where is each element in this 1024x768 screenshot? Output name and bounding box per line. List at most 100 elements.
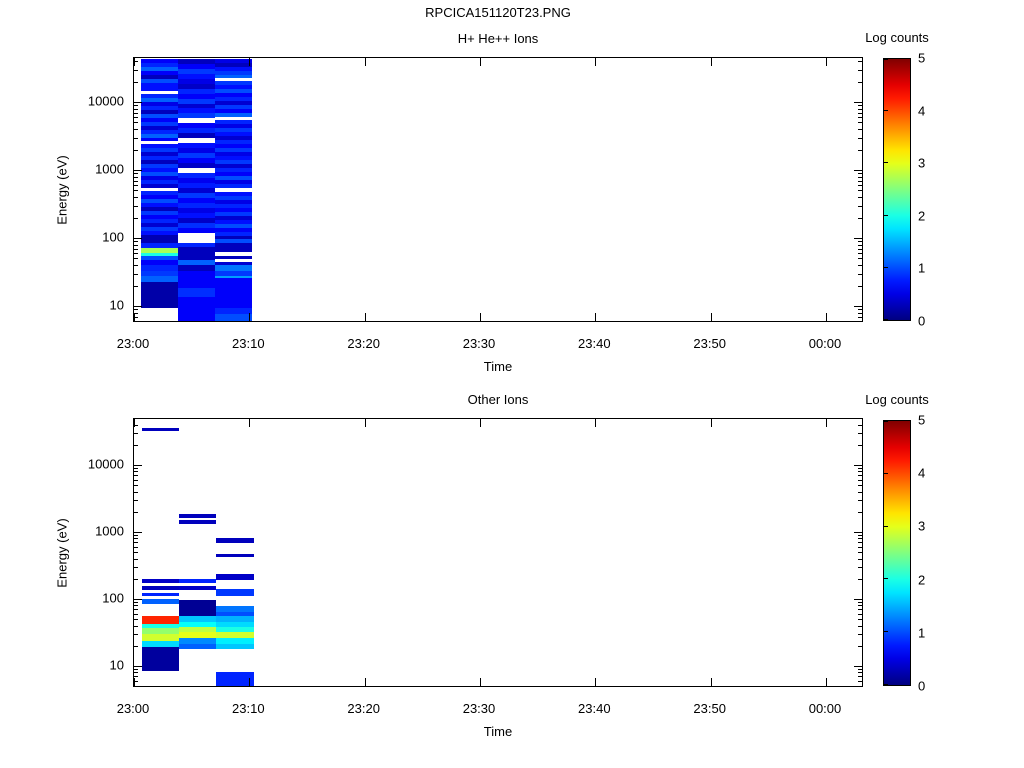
axis-tick bbox=[858, 558, 862, 560]
axis-tick bbox=[134, 185, 138, 187]
axis-tick bbox=[858, 253, 862, 255]
axis-tick bbox=[858, 625, 862, 627]
axis-tick bbox=[858, 176, 862, 178]
spectrogram-stripe bbox=[141, 152, 178, 156]
spectrogram-stripe bbox=[142, 647, 179, 671]
axis-tick bbox=[858, 81, 862, 83]
spectrogram-stripe bbox=[215, 101, 252, 105]
spectrogram-stripe bbox=[142, 593, 179, 596]
spectrogram-stripe bbox=[178, 247, 215, 260]
axis-tick bbox=[364, 58, 366, 66]
axis-tick bbox=[858, 602, 862, 604]
axis-tick bbox=[134, 666, 142, 667]
spectrogram-stripe bbox=[141, 235, 178, 243]
axis-tick bbox=[134, 609, 138, 611]
spectrogram-stripe bbox=[178, 265, 215, 271]
spectrogram-stripe bbox=[216, 574, 254, 580]
x-tick-label: 23:10 bbox=[232, 701, 265, 716]
spectrogram-stripe bbox=[178, 133, 215, 138]
axis-tick bbox=[858, 669, 862, 671]
spectrogram-stripe bbox=[215, 124, 252, 128]
axis-tick bbox=[134, 117, 138, 119]
spectrogram-stripe bbox=[141, 138, 178, 141]
axis-tick bbox=[710, 313, 712, 321]
axis-tick bbox=[858, 491, 862, 493]
spectrogram-stripe bbox=[215, 200, 252, 204]
axis-tick bbox=[858, 112, 862, 114]
spectrogram-stripe bbox=[178, 173, 215, 178]
spectrogram-stripe bbox=[141, 94, 178, 98]
axis-tick bbox=[134, 129, 138, 131]
spectrogram-stripe bbox=[215, 256, 252, 259]
axis-tick bbox=[134, 511, 138, 513]
spectrogram-stripe bbox=[215, 220, 252, 224]
spectrogram-stripe bbox=[178, 271, 215, 288]
axis-tick bbox=[134, 676, 138, 678]
axis-tick bbox=[134, 613, 138, 615]
axis-tick bbox=[134, 180, 138, 182]
axis-tick bbox=[858, 173, 862, 175]
axis-tick bbox=[134, 258, 138, 260]
spectrogram-stripe bbox=[141, 98, 178, 102]
spectrogram-stripe bbox=[215, 97, 252, 101]
spectrogram-stripe bbox=[141, 256, 178, 260]
axis-tick bbox=[858, 61, 862, 63]
axis-tick bbox=[134, 149, 138, 151]
spectrogram-stripe bbox=[216, 672, 254, 686]
axis-tick bbox=[134, 538, 138, 540]
y-tick-label: 1000 bbox=[95, 523, 124, 539]
axis-tick bbox=[134, 542, 138, 544]
axis-tick bbox=[249, 419, 251, 427]
spectrogram-stripe bbox=[178, 260, 215, 265]
spectrogram-stripe bbox=[215, 120, 252, 124]
axis-tick bbox=[854, 170, 862, 171]
axis-tick bbox=[134, 634, 138, 636]
axis-tick bbox=[595, 678, 597, 686]
spectrogram-stripe bbox=[141, 134, 178, 138]
spectrogram-stripe bbox=[141, 118, 178, 122]
axis-tick bbox=[858, 605, 862, 607]
spectrogram-stripe bbox=[215, 216, 252, 220]
spectrogram-stripe bbox=[141, 102, 178, 106]
axis-tick bbox=[858, 479, 862, 481]
axis-tick bbox=[134, 485, 138, 487]
axis-tick bbox=[134, 479, 138, 481]
axis-tick bbox=[858, 475, 862, 477]
colorbar-tick bbox=[884, 684, 888, 685]
axis-tick bbox=[364, 419, 366, 427]
spectrogram-stripe bbox=[178, 163, 215, 168]
spectrogram-stripe bbox=[179, 600, 216, 616]
axis-tick bbox=[854, 599, 862, 600]
x-tick-label: 23:20 bbox=[347, 701, 380, 716]
colorbar-tick-label: 3 bbox=[918, 518, 926, 534]
spectrogram-stripe bbox=[179, 638, 216, 644]
spectrogram-stripe bbox=[141, 271, 178, 276]
spectrogram-stripe bbox=[141, 215, 178, 219]
axis-tick bbox=[134, 645, 138, 647]
spectrogram-stripe bbox=[178, 193, 215, 198]
spectrogram-stripe bbox=[215, 278, 252, 308]
axis-tick bbox=[134, 535, 138, 537]
axis-tick bbox=[134, 316, 138, 318]
axis-tick bbox=[134, 669, 138, 671]
axis-tick bbox=[134, 475, 138, 477]
spectrogram-stripe bbox=[141, 130, 178, 134]
axis-tick bbox=[858, 108, 862, 110]
axis-tick bbox=[858, 542, 862, 544]
colorbar-tick-label: 3 bbox=[918, 155, 926, 171]
spectrogram-stripe bbox=[215, 156, 252, 160]
axis-tick bbox=[134, 578, 138, 580]
spectrogram-stripe bbox=[142, 628, 179, 634]
spectrogram-stripe bbox=[215, 228, 252, 232]
spectrogram-stripe bbox=[216, 616, 254, 622]
axis-tick bbox=[858, 241, 862, 243]
axis-tick bbox=[858, 444, 862, 446]
spectrogram-stripe bbox=[141, 110, 178, 114]
axis-tick bbox=[134, 312, 138, 314]
spectrogram-stripe bbox=[141, 83, 178, 91]
axis-tick bbox=[134, 112, 138, 114]
spectrogram-stripe bbox=[178, 64, 215, 69]
spectrogram-stripe bbox=[141, 265, 178, 271]
axis-tick bbox=[826, 58, 827, 66]
